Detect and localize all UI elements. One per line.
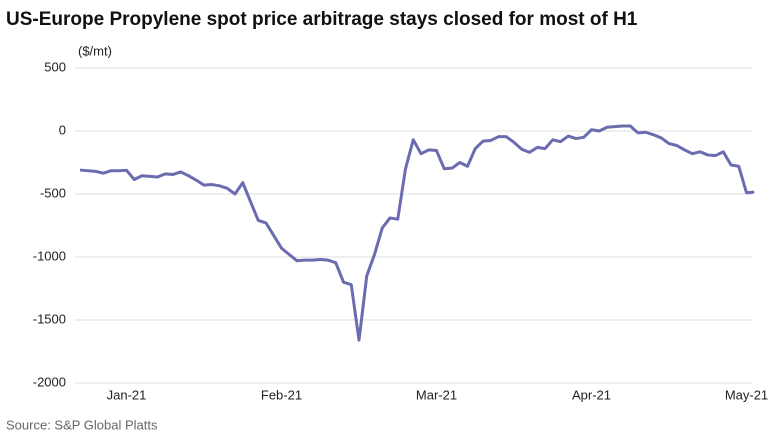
x-tick-label: May-21 [725,387,768,402]
y-tick-label: -2000 [33,374,66,389]
y-tick-label: 500 [44,59,66,74]
x-tick-label: Apr-21 [572,387,611,402]
x-tick-label: Jan-21 [107,387,147,402]
source: Source: S&P Global Platts [6,417,158,432]
y-axis-label: ($/mt) [78,43,112,58]
y-tick-label: -1000 [33,248,66,263]
y-tick-label: -1500 [33,311,66,326]
x-tick-label: Mar-21 [416,387,457,402]
data-line [79,124,755,342]
y-tick-label: -500 [40,185,66,200]
x-tick-label: Feb-21 [261,387,302,402]
y-tick-label: 0 [59,122,66,137]
chart-title: US-Europe Propylene spot price arbitrage… [6,9,638,30]
